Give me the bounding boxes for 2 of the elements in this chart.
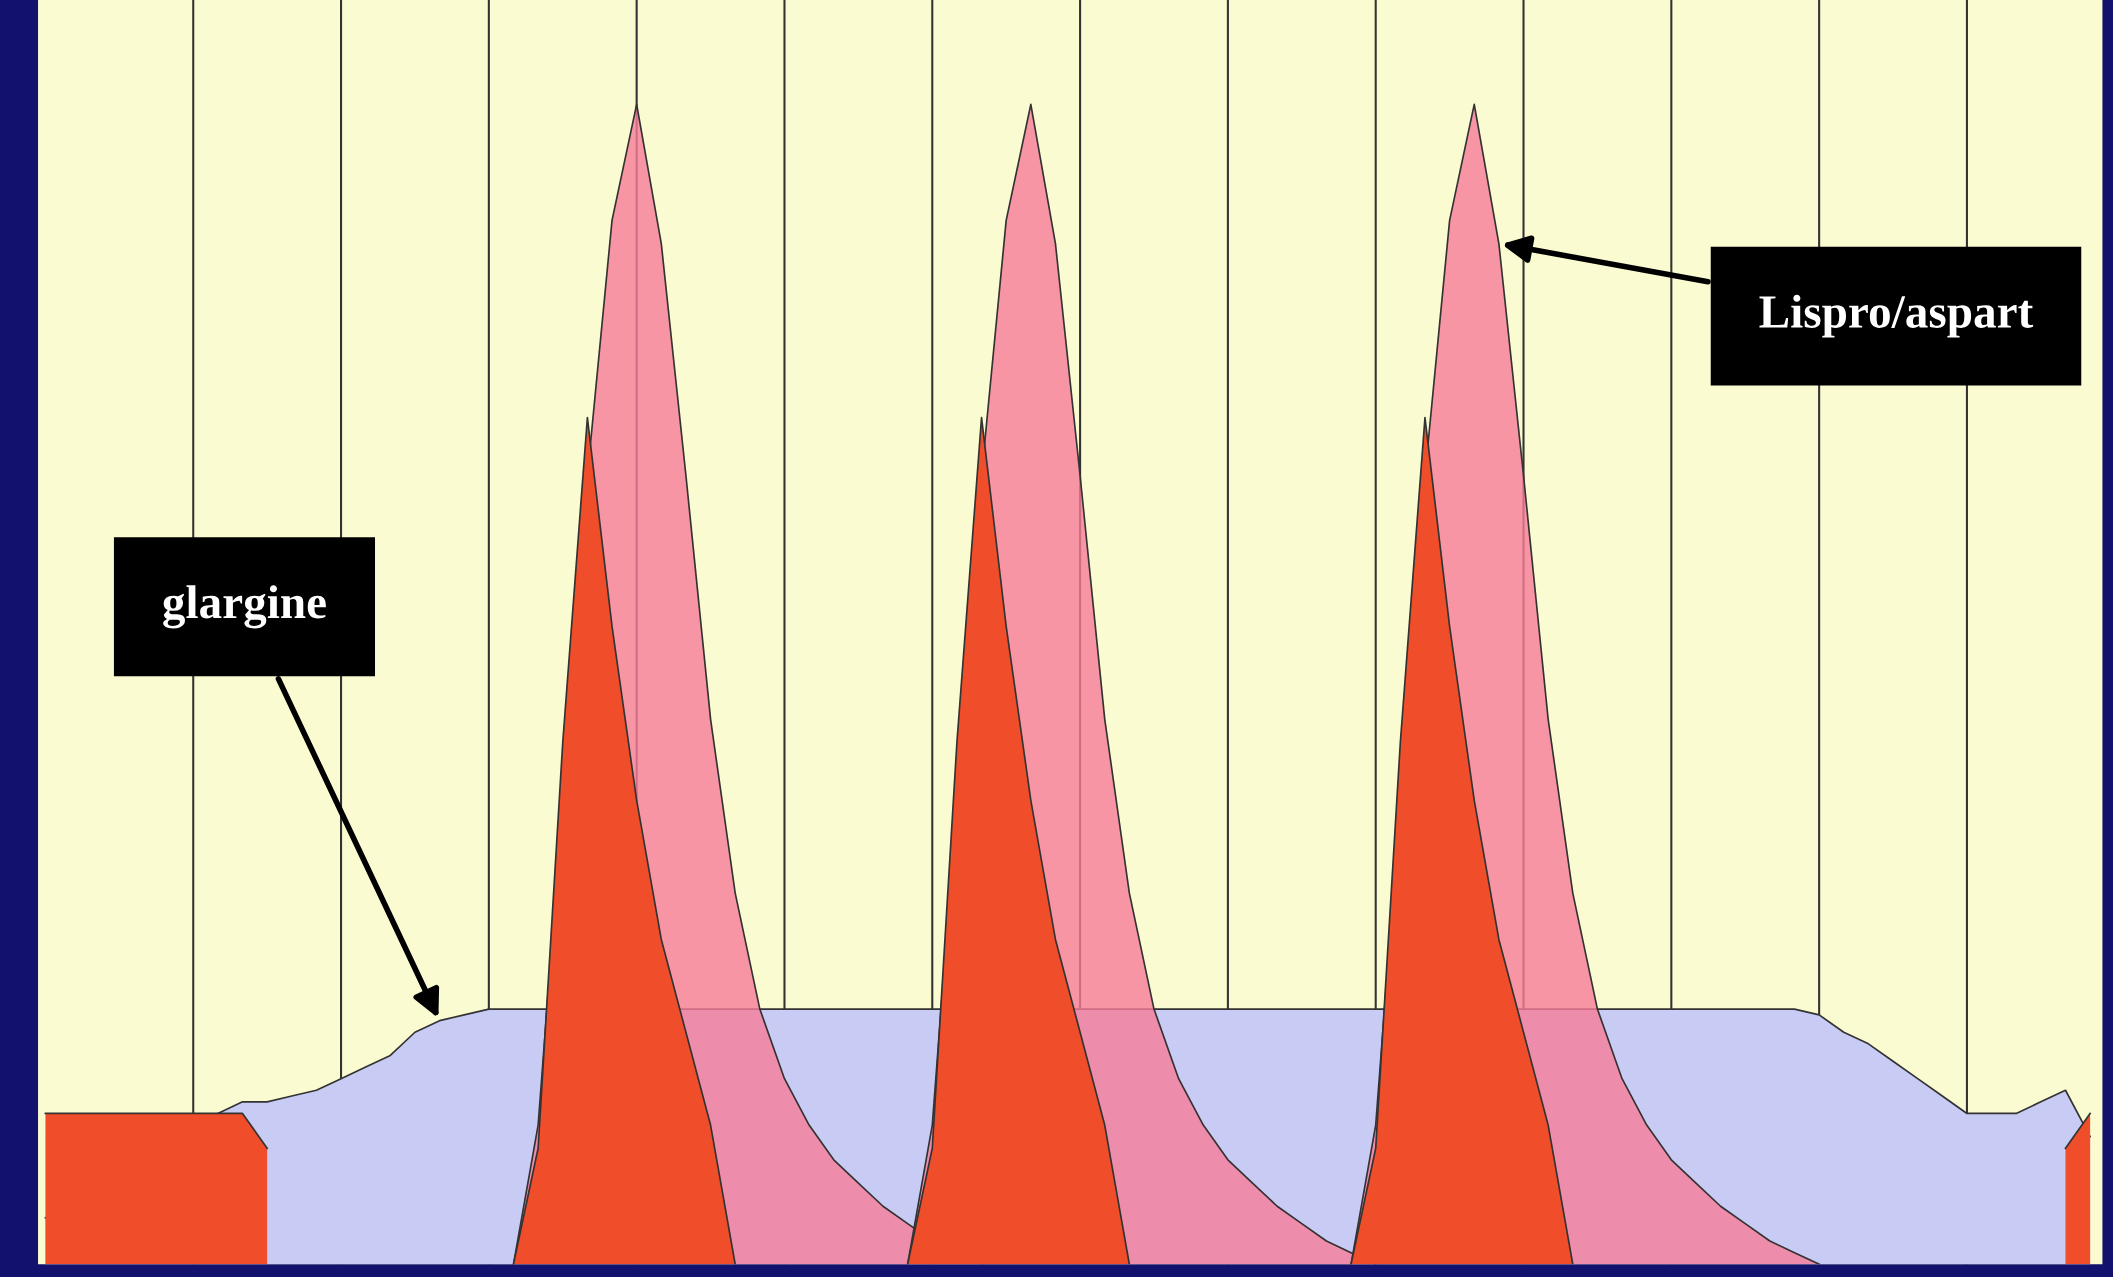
annotation: glargine — [163, 585, 326, 629]
annotation: Lispro/aspart — [1759, 294, 2034, 338]
